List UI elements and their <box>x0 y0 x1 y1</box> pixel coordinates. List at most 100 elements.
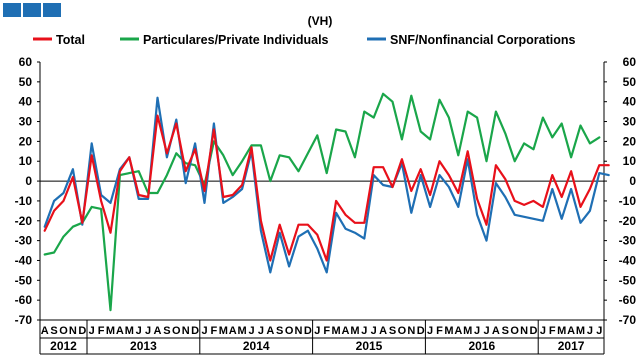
x-tick-label-month: S <box>276 325 283 337</box>
x-tick-label-month: A <box>266 325 274 337</box>
x-tick-label-month: J <box>201 325 207 337</box>
x-tick-label-month: D <box>530 325 538 337</box>
y-tick-label-left: -40 <box>15 253 33 267</box>
x-tick-label-month: M <box>332 325 341 337</box>
x-tick-label-month: J <box>427 325 433 337</box>
y-tick-label-right: -30 <box>619 234 637 248</box>
x-tick-label-month: O <box>510 325 519 337</box>
x-tick-label-month: M <box>444 325 453 337</box>
x-tick-label-month: A <box>492 325 500 337</box>
x-tick-label-month: D <box>304 325 312 337</box>
x-tick-label-year: 2016 <box>468 339 495 353</box>
y-tick-label-right: -50 <box>619 273 637 287</box>
x-tick-label-year: 2015 <box>356 339 383 353</box>
y-tick-label-left: -60 <box>15 293 33 307</box>
x-tick-label-month: M <box>125 325 134 337</box>
x-tick-label-month: N <box>295 325 303 337</box>
legend-label-nonfinancial-corporations: SNF/Nonfinancial Corporations <box>390 33 575 47</box>
y-tick-label-right: 50 <box>623 75 637 89</box>
y-tick-label-right: 20 <box>623 134 637 148</box>
y-tick-label-left: 20 <box>19 134 33 148</box>
y-tick-label-right: 60 <box>623 55 637 69</box>
x-tick-label-year: 2012 <box>50 339 77 353</box>
x-tick-label-month: O <box>398 325 407 337</box>
x-tick-label-month: D <box>417 325 425 337</box>
x-tick-label-year: 2014 <box>243 339 270 353</box>
y-tick-label-left: 0 <box>25 174 32 188</box>
legend: Total Particulares/Private Individuals S… <box>33 33 575 47</box>
x-tick-label-month: M <box>238 325 247 337</box>
x-tick-label-month: A <box>567 325 575 337</box>
x-tick-label-month: J <box>587 325 593 337</box>
y-tick-label-left: -30 <box>15 234 33 248</box>
y-tick-label-right: -60 <box>619 293 637 307</box>
x-tick-label-month: J <box>89 325 95 337</box>
x-tick-label-month: O <box>172 325 181 337</box>
logo-square-2 <box>23 3 41 17</box>
series-line-private-individuals <box>43 92 601 312</box>
x-tick-label-month: S <box>50 325 57 337</box>
unit-label: (VH) <box>308 14 333 28</box>
x-tick-label-month: J <box>248 325 254 337</box>
x-tick-label-month: M <box>106 325 115 337</box>
y-tick-label-left: 10 <box>19 154 33 168</box>
y-tick-label-left: -50 <box>15 273 33 287</box>
x-tick-label-month: F <box>549 325 556 337</box>
x-tick-label-month: N <box>520 325 528 337</box>
y-tick-label-left: 60 <box>19 55 33 69</box>
brand-logo <box>3 3 61 17</box>
x-tick-label-year: 2017 <box>558 339 585 353</box>
x-tick-label-month: J <box>136 325 142 337</box>
x-tick-label-month: S <box>502 325 509 337</box>
x-tick-label-month: M <box>557 325 566 337</box>
series-layer <box>43 92 610 312</box>
y-tick-label-right: -10 <box>619 194 637 208</box>
y-tick-label-left: -10 <box>15 194 33 208</box>
x-tick-label-month: J <box>361 325 367 337</box>
x-tick-label-month: N <box>69 325 77 337</box>
x-tick-label-month: A <box>342 325 350 337</box>
x-tick-label-month: A <box>229 325 237 337</box>
x-tick-label-month: J <box>145 325 151 337</box>
series-line-total <box>43 114 610 262</box>
x-tick-label-month: A <box>41 325 49 337</box>
y-tick-label-left: 40 <box>19 95 33 109</box>
x-tick-label-month: O <box>59 325 68 337</box>
x-tick-label-month: M <box>350 325 359 337</box>
x-tick-label-month: J <box>540 325 546 337</box>
x-tick-label-month: M <box>576 325 585 337</box>
x-tick-label-month: M <box>219 325 228 337</box>
y-tick-label-right: -20 <box>619 214 637 228</box>
x-tick-label-month: J <box>314 325 320 337</box>
y-tick-label-right: 0 <box>629 174 636 188</box>
legend-label-private-individuals: Particulares/Private Individuals <box>143 33 329 47</box>
x-tick-label-month: D <box>191 325 199 337</box>
x-tick-label-month: J <box>474 325 480 337</box>
x-tick-label-month: J <box>596 325 602 337</box>
y-tick-label-right: 10 <box>623 154 637 168</box>
x-tick-label-month: A <box>454 325 462 337</box>
y-tick-label-right: -40 <box>619 253 637 267</box>
y-tick-label-right: -70 <box>619 313 637 327</box>
x-tick-label-month: F <box>211 325 218 337</box>
x-tick-label-month: J <box>483 325 489 337</box>
x-tick-label-month: S <box>389 325 396 337</box>
x-tick-label-month: N <box>407 325 415 337</box>
x-tick-label-month: A <box>379 325 387 337</box>
x-tick-label-month: F <box>436 325 443 337</box>
x-tick-label-month: F <box>323 325 330 337</box>
series-line-nonfinancial-corporations <box>43 96 610 274</box>
y-tick-label-right: 30 <box>623 115 637 129</box>
x-tick-label-month: M <box>463 325 472 337</box>
logo-square-3 <box>43 3 61 17</box>
y-tick-label-right: 40 <box>623 95 637 109</box>
y-tick-label-left: 50 <box>19 75 33 89</box>
x-tick-label-year: 2013 <box>130 339 157 353</box>
x-tick-label-month: D <box>78 325 86 337</box>
x-tick-label-month: J <box>258 325 264 337</box>
x-tick-label-month: N <box>182 325 190 337</box>
x-tick-label-month: A <box>116 325 124 337</box>
axes: 60 60 50 50 40 40 30 30 20 20 10 10 0 0 -10 -10 -20 -20 -3… <box>15 55 637 355</box>
y-tick-label-left: 30 <box>19 115 33 129</box>
